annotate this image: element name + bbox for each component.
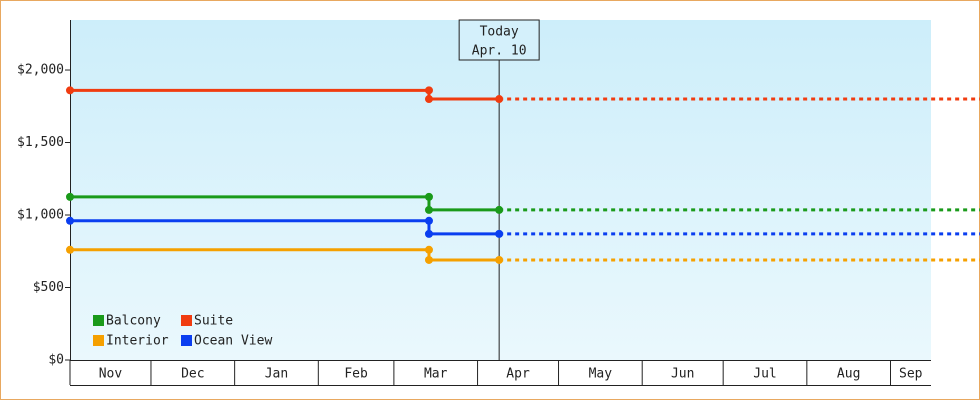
legend-label: Suite [194, 314, 233, 329]
point [424, 216, 433, 225]
point [424, 205, 433, 214]
legend-label: Ocean View [194, 334, 272, 349]
legend-swatch [181, 315, 192, 326]
y-tick-label: $2,000 [17, 63, 64, 78]
x-tick-label: Sep [899, 367, 923, 382]
legend-label: Balcony [106, 314, 161, 329]
point [66, 216, 74, 225]
y-tick-label: $500 [33, 280, 64, 295]
point [495, 205, 504, 214]
x-tick-label: Mar [424, 367, 448, 382]
point [495, 229, 504, 238]
point [495, 255, 504, 264]
point [66, 192, 74, 201]
y-tick-label: $1,000 [17, 208, 64, 223]
x-tick-label: Aug [837, 367, 860, 382]
point [424, 255, 433, 264]
y-tick-label: $1,500 [17, 135, 64, 150]
y-tick-label: $0 [48, 353, 64, 368]
series-line [70, 219, 500, 236]
x-tick-label: Nov [99, 367, 123, 382]
x-tick-label: Jul [753, 367, 776, 382]
legend-swatch [181, 335, 192, 346]
today-title: Today [480, 25, 519, 40]
point [495, 95, 504, 104]
x-tick-label: May [589, 367, 613, 382]
legend-swatch [93, 315, 104, 326]
point [424, 229, 433, 238]
x-tick-label: Jun [671, 367, 694, 382]
point [424, 192, 433, 201]
today-date: Apr. 10 [472, 44, 527, 59]
x-tick-label: Jan [265, 367, 288, 382]
x-tick-label: Feb [344, 367, 368, 382]
legend-label: Interior [106, 334, 169, 349]
point [424, 86, 433, 95]
legend-swatch [93, 335, 104, 346]
today-box [458, 19, 540, 61]
point [66, 86, 74, 95]
x-tick-label: Apr [506, 367, 530, 382]
point [424, 245, 433, 254]
series-line [70, 88, 500, 101]
series-line [70, 248, 500, 262]
x-tick-label: Dec [181, 367, 204, 382]
point [424, 95, 433, 104]
point [66, 245, 74, 254]
series-line [70, 195, 500, 212]
plot-area [70, 20, 931, 360]
